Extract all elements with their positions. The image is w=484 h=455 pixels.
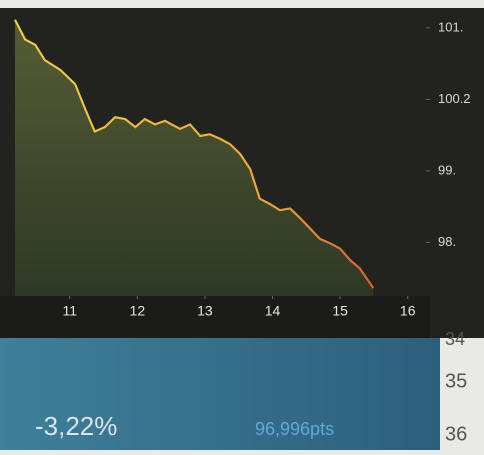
side-number: 36 xyxy=(445,423,467,445)
info-panel xyxy=(0,338,440,450)
price-line-tint xyxy=(14,19,375,289)
points-text: 96,996pts xyxy=(255,419,334,439)
x-tick-label: 13 xyxy=(197,303,213,319)
x-tick-label: 15 xyxy=(332,303,348,319)
y-tick-label: 100.2 xyxy=(438,91,471,106)
change-text: -3,22% xyxy=(35,411,117,441)
side-number: 35 xyxy=(445,370,467,392)
x-tick-label: 11 xyxy=(62,303,77,319)
side-area xyxy=(440,338,484,450)
x-tick-label: 12 xyxy=(130,303,146,319)
x-axis-strip xyxy=(0,296,430,338)
y-tick-label: 99. xyxy=(438,162,456,177)
area xyxy=(15,19,374,297)
y-tick-label: 98. xyxy=(438,234,456,249)
y-tick-label: 101. xyxy=(438,19,463,34)
x-tick-label: 16 xyxy=(400,303,416,319)
x-tick-label: 14 xyxy=(265,303,281,319)
side-number: 34 xyxy=(445,329,465,349)
